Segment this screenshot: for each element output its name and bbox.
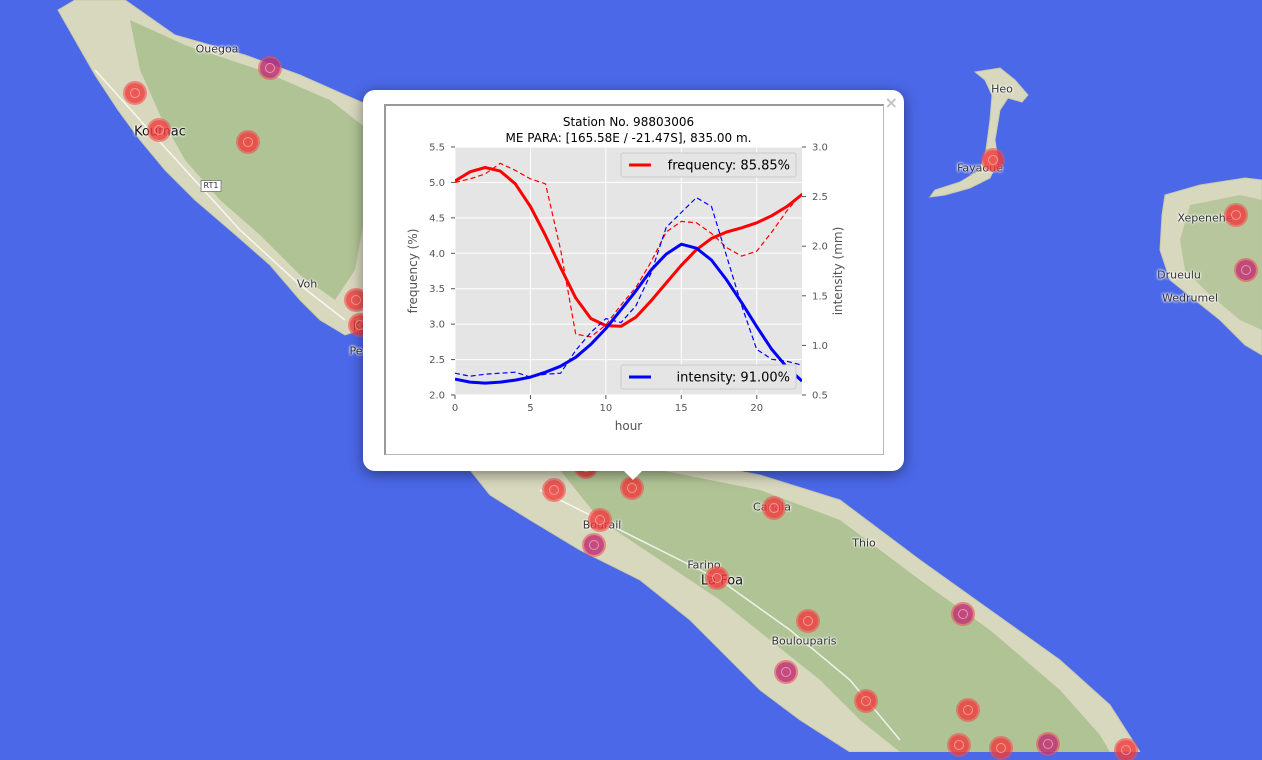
y-tick-label: 4.5	[429, 213, 445, 224]
station-marker[interactable]	[983, 150, 1003, 170]
station-marker[interactable]	[949, 735, 969, 755]
station-marker[interactable]	[953, 604, 973, 624]
station-popup: × 0 5 10 15 20 2.0 2.5 3.0 3.5 4.0 4.5 5.0 5.5 0.5 1.0…	[363, 90, 904, 471]
y2-tick-label: 1.0	[812, 341, 828, 352]
intensity-solid-line	[455, 242, 802, 385]
legend-label: intensity: 91.00%	[677, 371, 791, 386]
station-marker[interactable]	[764, 498, 784, 518]
frequency-solid-line	[455, 166, 802, 328]
series-layer	[455, 162, 802, 385]
place-label: Farino	[687, 558, 721, 572]
station-marker[interactable]	[776, 662, 796, 682]
legend-box	[620, 364, 797, 390]
y-tick-label: 3.5	[429, 284, 445, 295]
station-marker[interactable]	[1226, 205, 1246, 225]
forest-lifou	[1180, 195, 1262, 330]
station-marker[interactable]	[544, 480, 564, 500]
forest-south	[560, 470, 1110, 752]
legend-box	[620, 152, 797, 178]
y2-tick-label: 2.0	[812, 242, 828, 253]
y-tick-label: 4.0	[429, 249, 445, 260]
station-marker[interactable]	[991, 738, 1011, 758]
close-icon[interactable]: ×	[884, 93, 898, 112]
station-marker[interactable]	[622, 478, 642, 498]
station-marker[interactable]	[1038, 734, 1058, 754]
chart-subtitle: ME PARA: [165.58E / -21.47S], 835.00 m.	[506, 131, 752, 145]
intensity-dashed-line	[455, 196, 802, 378]
station-marker[interactable]	[346, 290, 366, 310]
y-tick-label: 5.5	[429, 143, 445, 154]
chart-title: Station No. 98803006	[563, 115, 694, 129]
station-marker[interactable]	[125, 83, 145, 103]
x-tick-label: 15	[675, 403, 688, 414]
popup-tip	[622, 469, 644, 480]
place-label: Voh	[296, 277, 318, 291]
y-axis-label: frequency (%)	[406, 229, 420, 314]
y2-tick-label: 2.5	[812, 192, 828, 203]
legend-layer: frequency: 85.85% intensity: 91.00%	[620, 152, 797, 390]
legend-label: frequency: 85.85%	[668, 159, 790, 174]
station-chart: 0 5 10 15 20 2.0 2.5 3.0 3.5 4.0 4.5 5.0 5.5 0.5 1.0 1.…	[406, 115, 845, 433]
station-marker[interactable]	[238, 132, 258, 152]
grid-lines	[454, 146, 802, 396]
y2-tick-label: 0.5	[812, 391, 828, 402]
place-label: Ouegoa	[195, 42, 239, 56]
station-marker[interactable]	[707, 568, 727, 588]
place-label: Heo	[991, 82, 1013, 96]
plot-area	[455, 147, 802, 395]
landmass-ouvea	[928, 67, 1029, 198]
station-marker[interactable]	[260, 58, 280, 78]
plot-frame: 0 5 10 15 20 2.0 2.5 3.0 3.5 4.0 4.5 5.0 5.5 0.5 1.0 1.…	[384, 104, 884, 455]
y-tick-label: 2.5	[429, 355, 445, 366]
frequency-dashed-line	[455, 162, 802, 338]
place-label: Drueulu	[1157, 268, 1201, 282]
y-tick-label: 5.0	[429, 178, 445, 189]
station-marker[interactable]	[584, 535, 604, 555]
axes-layer: 0 5 10 15 20 2.0 2.5 3.0 3.5 4.0 4.5 5.0 5.5 0.5 1.0 1.…	[429, 143, 828, 415]
y2-tick-label: 1.5	[812, 291, 828, 302]
station-marker[interactable]	[1116, 740, 1136, 760]
x-tick-label: 20	[750, 403, 763, 414]
x-axis-label: hour	[615, 419, 643, 433]
x-tick-label: 0	[452, 403, 458, 414]
place-label: Xepenehe	[1177, 211, 1233, 225]
place-label: Fayaoue	[957, 161, 1003, 175]
place-label: Pe	[349, 344, 363, 358]
station-marker[interactable]	[856, 691, 876, 711]
station-marker[interactable]	[590, 510, 610, 530]
station-marker[interactable]	[149, 120, 169, 140]
y-tick-label: 2.0	[429, 391, 445, 402]
road-label: RT1	[200, 180, 222, 192]
forest-north	[130, 20, 375, 300]
place-label: Boulouparis	[771, 634, 837, 648]
place-label: Wedrumel	[1161, 291, 1219, 305]
x-tick-label: 10	[600, 403, 613, 414]
y2-axis-label: intensity (mm)	[831, 227, 845, 316]
station-marker[interactable]	[958, 700, 978, 720]
station-marker[interactable]	[1236, 260, 1256, 280]
station-marker[interactable]	[798, 611, 818, 631]
x-tick-label: 5	[527, 403, 533, 414]
road-rt1-north	[94, 69, 346, 321]
place-label: Thio	[852, 536, 876, 550]
y-tick-label: 3.0	[429, 320, 445, 331]
y2-tick-label: 3.0	[812, 143, 828, 154]
